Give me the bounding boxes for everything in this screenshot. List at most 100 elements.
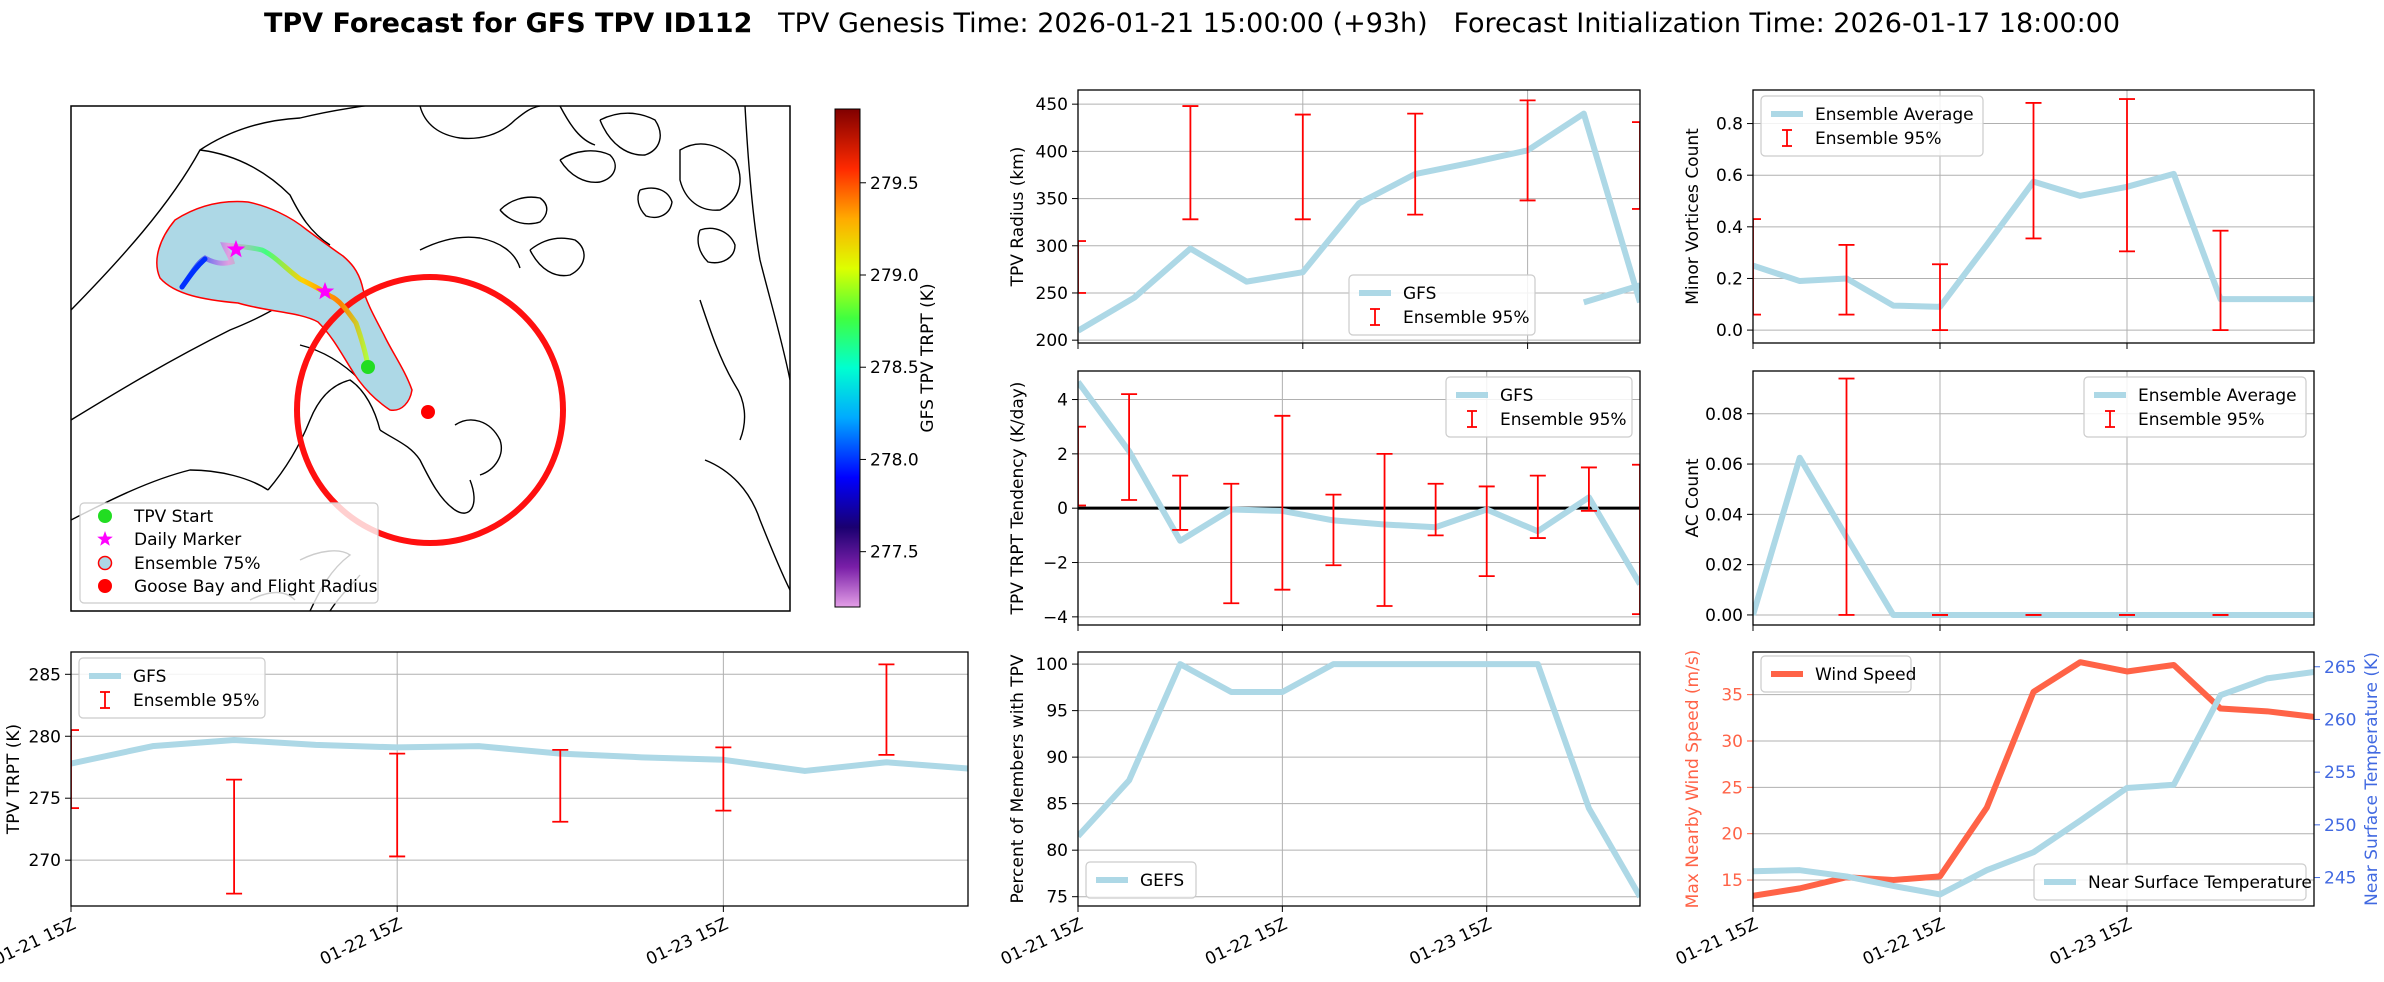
chart-legend: GEFS (1085, 861, 1197, 899)
error-bar (1632, 121, 1640, 210)
error-bar (1172, 474, 1189, 531)
series-line-0 (1078, 380, 1640, 586)
plot-frame (1077, 89, 1641, 344)
tpv-track (179, 242, 371, 369)
figure-title: TPV Forecast for GFS TPV ID112 TPV Genes… (0, 8, 2384, 39)
plot-area (1753, 98, 2314, 331)
legend-errorbar-icon (100, 691, 110, 709)
y-tick-label: −2 (1043, 554, 1068, 574)
legend-frame (1085, 861, 1197, 899)
legend-icon-goose-bay (98, 579, 112, 593)
x-tick-label: 01-22 15Z (317, 914, 405, 969)
error-bar (1182, 105, 1199, 221)
y-tick-label: 0.0 (1716, 321, 1743, 341)
series-line-0 (1753, 454, 2314, 618)
chart-legend: Ensemble Average Ensemble 95% (2083, 376, 2307, 438)
plot-area (1753, 659, 2314, 899)
plot-frame (70, 651, 969, 907)
y-tick-label: 95 (1046, 702, 1068, 722)
title-main: TPV Forecast for GFS TPV ID112 (263, 8, 753, 39)
legend-errorbar-icon (1467, 410, 1477, 428)
y-tick-label: 25 (1721, 778, 1743, 798)
chart-legend: GFS Ensemble 95% (1348, 274, 1536, 336)
colorbar-tick-label: 277.5 (870, 543, 919, 563)
legend-frame (2033, 863, 2307, 901)
error-bar (552, 748, 569, 823)
legend-frame (1760, 95, 1984, 157)
colorbar: GFS TPV TRPT (K) 277.5 278.0 278.5 279.0 279… (834, 108, 938, 608)
y-tick-label: 0.8 (1716, 115, 1743, 135)
tpv-start-marker (361, 360, 375, 374)
y-tick-label: 350 (1036, 190, 1068, 210)
trpt-chart: 01-21 15Z 01-22 15Z 01-23 15Z 270 275 280 285 T… (0, 651, 969, 970)
y-axis-label: Percent of Members with TPV (1008, 654, 1028, 903)
legend-label: GFS (1403, 284, 1436, 304)
y-tick-label: 35 (1721, 686, 1743, 706)
map-panel: TPV Start Daily Marker Ensemble 75% Goos… (70, 105, 938, 612)
legend-frame (2083, 376, 2307, 438)
error-bar (2025, 102, 2042, 240)
legend-label: Ensemble 95% (1815, 129, 1942, 149)
x-tick-label: 01-22 15Z (1202, 914, 1290, 969)
series-line-0 (1078, 110, 1640, 334)
y-tick-label: 0.6 (1716, 166, 1743, 186)
y-axis-label: Minor Vortices Count (1683, 128, 1703, 305)
error-bar (1427, 482, 1444, 537)
colorbar-tick-label: 278.0 (870, 450, 919, 470)
legend-label: Goose Bay and Flight Radius (134, 577, 378, 597)
y-tick-label: 200 (1036, 331, 1068, 351)
legend-label: Ensemble 95% (2138, 410, 2265, 430)
y-axis-label: TPV Radius (km) (1008, 147, 1028, 288)
plot-area (1078, 661, 1640, 899)
legend-label: GFS (1500, 386, 1533, 406)
y2-tick-label: 245 (2324, 869, 2356, 889)
series-line-0 (1753, 659, 2314, 899)
legend-label: Ensemble Average (1815, 105, 1974, 125)
legend-label: Near Surface Temperature (2088, 873, 2312, 893)
y-axis-label: TPV TRPT Tendency (K/day) (1008, 382, 1028, 616)
y-axis-label: Max Nearby Wind Speed (m/s) (1683, 650, 1703, 909)
colorbar-tick-label: 278.5 (870, 358, 919, 378)
title-genesis: TPV Genesis Time: 2026-01-21 15:00:00 (+… (778, 8, 1428, 39)
legend-label: Ensemble Average (2138, 386, 2297, 406)
plot-area (1078, 380, 1640, 616)
colorbar-tick-label: 279.5 (870, 174, 919, 194)
legend-label: Ensemble 95% (1500, 410, 1627, 430)
x-tick-label: 01-23 15Z (643, 914, 731, 969)
legend-icon-daily-marker (97, 531, 113, 546)
y2-tick-label: 250 (2324, 816, 2356, 836)
y-tick-label: 400 (1036, 142, 1068, 162)
y-tick-label: 85 (1046, 795, 1068, 815)
error-bar (1078, 425, 1086, 507)
legend-errorbar-icon (1782, 129, 1792, 147)
series-line-0 (1078, 661, 1640, 899)
y-tick-label: 280 (29, 727, 61, 747)
legend-frame (1348, 274, 1536, 336)
error-bar (1519, 99, 1536, 202)
y2-tick-label: 265 (2324, 658, 2356, 678)
y-tick-label: −4 (1043, 608, 1068, 628)
members-chart: 01-21 15Z 01-22 15Z 01-23 15Z 75 80 85 90 95 100… (998, 651, 1641, 970)
y-tick-label: 4 (1057, 391, 1068, 411)
y-tick-label: 15 (1721, 871, 1743, 891)
daily-marker-star (315, 282, 335, 300)
colorbar-tick-label: 279.0 (870, 266, 919, 286)
error-bar (1407, 112, 1424, 216)
y2-tick-label: 255 (2324, 763, 2356, 783)
error-bar (1223, 482, 1240, 605)
y-tick-label: 0.06 (1705, 455, 1743, 475)
minor-vortices-chart: 0.0 0.2 0.4 0.6 0.8 Minor Vortices Count Ensem… (1683, 89, 2315, 349)
chart-legend: GFS Ensemble 95% (1445, 376, 1633, 438)
y-tick-label: 300 (1036, 237, 1068, 257)
plot-frame (1752, 651, 2315, 907)
ac-count-chart: 0.00 0.02 0.04 0.06 0.08 AC Count Ensemble Ave… (1683, 370, 2315, 631)
legend-errorbar-icon (2105, 410, 2115, 428)
legend-frame (1760, 655, 1912, 693)
error-bar (878, 663, 895, 756)
y-tick-label: 80 (1046, 841, 1068, 861)
plot-area (71, 663, 968, 895)
x-tick-label: 01-23 15Z (1407, 914, 1495, 969)
legend-label: Ensemble 95% (133, 691, 260, 711)
y-tick-label: 450 (1036, 95, 1068, 115)
plot-area (1078, 99, 1640, 334)
